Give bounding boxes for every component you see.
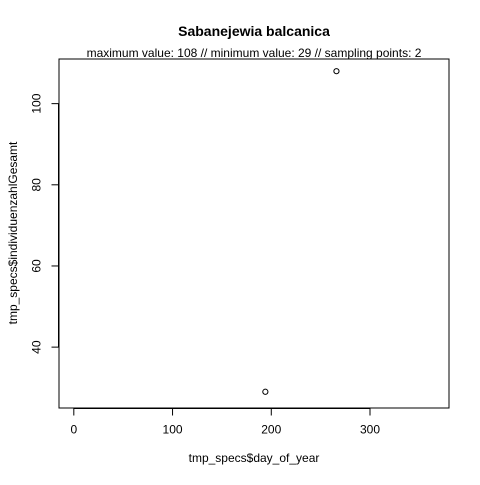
x-axis: 0 100 200 300 (70, 408, 380, 437)
x-tick-label: 0 (70, 423, 77, 437)
chart-subtitle: maximum value: 108 // minimum value: 29 … (87, 46, 422, 60)
y-tick-label: 60 (30, 259, 44, 273)
y-tick-label: 100 (30, 93, 44, 113)
y-axis: 40 60 80 100 (30, 93, 59, 354)
plot-area-border (58, 58, 450, 409)
x-tick-label: 300 (360, 423, 380, 437)
x-axis-label: tmp_specs$day_of_year (189, 451, 320, 465)
data-point (262, 388, 269, 395)
x-tick-label: 100 (163, 423, 183, 437)
y-tick-label: 40 (30, 340, 44, 354)
data-point (333, 68, 340, 75)
data-points (262, 68, 340, 395)
x-tick-label: 200 (261, 423, 281, 437)
y-tick-label: 80 (30, 178, 44, 192)
chart-title: Sabanejewia balcanica (178, 23, 330, 39)
y-axis-label: tmp_specs$individuenzahlGesamt (6, 141, 20, 324)
